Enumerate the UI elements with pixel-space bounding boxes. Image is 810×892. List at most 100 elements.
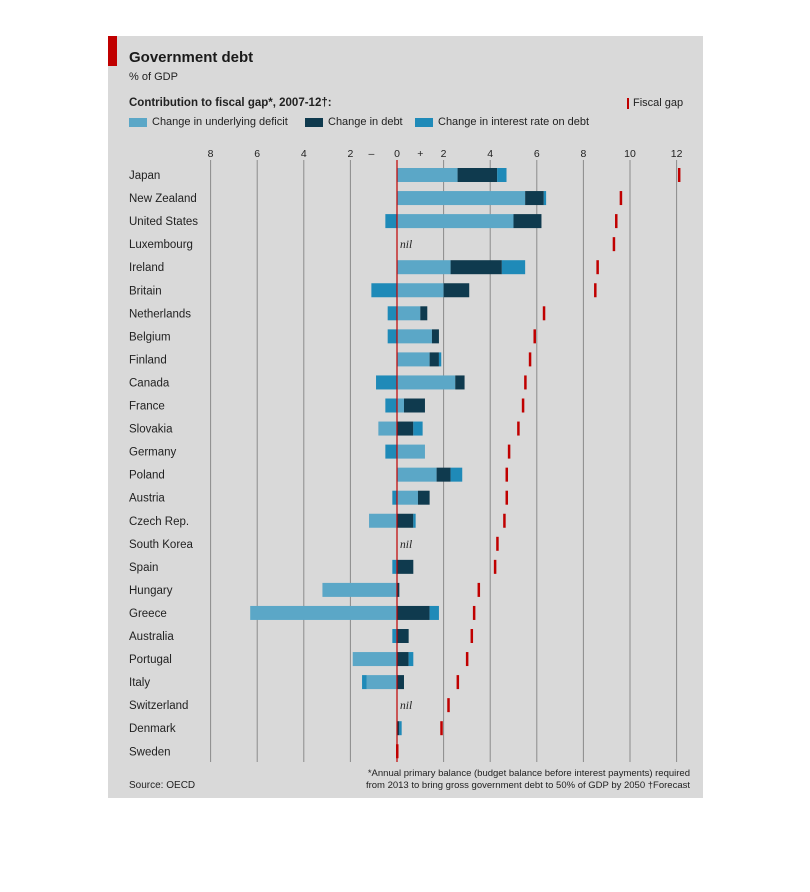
country-label-5: Britain xyxy=(129,285,162,297)
fiscal-gap-marker-5 xyxy=(594,283,597,298)
bar-interest-15 xyxy=(413,513,416,528)
country-label-6: Netherlands xyxy=(129,308,191,320)
footnote: *Annual primary balance (budget balance … xyxy=(366,768,690,792)
bar-interest-20 xyxy=(392,629,397,643)
bar-deficit-21 xyxy=(352,652,397,667)
x-tick-label-10: 8 xyxy=(580,148,586,160)
x-tick-label-3: 2 xyxy=(347,148,353,160)
chart-title: Government debt xyxy=(129,49,254,66)
fiscal-gap-marker-15 xyxy=(503,513,506,528)
fiscal-gap-marker-24 xyxy=(440,721,443,736)
country-label-19: Greece xyxy=(129,608,167,620)
legend-swatch-debt xyxy=(305,117,323,127)
country-label-23: Switzerland xyxy=(129,700,188,712)
fiscal-gap-marker-22 xyxy=(456,675,460,690)
fiscal-gap-marker-11 xyxy=(517,421,520,436)
bar-interest-1 xyxy=(543,191,547,206)
country-label-4: Ireland xyxy=(129,262,164,274)
legend-title: Contribution to fiscal gap*, 2007-12†: xyxy=(129,97,332,109)
fiscal-gap-marker-4 xyxy=(596,260,599,275)
bar-debt-18 xyxy=(397,582,400,597)
fiscal-gap-marker-17 xyxy=(493,559,497,574)
country-label-3: Luxembourg xyxy=(129,239,193,251)
x-tick-label-9: 6 xyxy=(534,148,540,160)
bar-debt-13 xyxy=(436,467,451,482)
bar-debt-19 xyxy=(397,605,430,620)
nil-label-23: nil xyxy=(400,700,412,712)
bar-interest-21 xyxy=(408,652,414,667)
bar-debt-22 xyxy=(397,675,404,690)
bar-debt-11 xyxy=(397,421,414,436)
bar-debt-1 xyxy=(525,191,544,206)
fiscal-gap-marker-20 xyxy=(470,629,474,643)
bar-deficit-13 xyxy=(397,467,437,482)
bar-deficit-1 xyxy=(397,191,526,206)
footnote-line-2: from 2013 to bring gross government debt… xyxy=(365,780,690,791)
country-label-8: Finland xyxy=(129,354,167,366)
legend-item-fiscal-gap: Fiscal gap xyxy=(627,97,683,109)
bar-interest-6 xyxy=(387,306,397,321)
country-label-21: Portugal xyxy=(129,654,172,666)
x-tick-label-11: 10 xyxy=(624,148,636,160)
bar-debt-15 xyxy=(397,513,414,528)
bar-deficit-11 xyxy=(378,421,397,436)
bar-interest-7 xyxy=(387,329,397,344)
legend-label-deficit: Change in underlying deficit xyxy=(152,116,288,128)
fiscal-gap-marker-14 xyxy=(505,490,509,505)
bar-interest-9 xyxy=(376,375,397,390)
country-label-25: Sweden xyxy=(129,746,171,758)
country-label-15: Czech Rep. xyxy=(129,516,189,528)
bar-debt-10 xyxy=(403,398,425,413)
fiscal-gap-marker-19 xyxy=(472,605,476,620)
bar-debt-21 xyxy=(397,652,409,667)
country-label-16: South Korea xyxy=(129,539,194,551)
bar-debt-7 xyxy=(431,329,439,344)
x-tick-label-8: 4 xyxy=(487,148,493,160)
legend-label-debt: Change in debt xyxy=(328,116,403,128)
bar-debt-5 xyxy=(443,283,470,298)
x-tick-label-4: – xyxy=(368,148,374,160)
fiscal-gap-legend-marker xyxy=(627,97,629,109)
country-label-0: Japan xyxy=(129,170,160,182)
country-label-14: Austria xyxy=(129,493,165,505)
bar-deficit-6 xyxy=(397,306,421,321)
bar-interest-19 xyxy=(429,605,439,620)
fiscal-gap-marker-0 xyxy=(677,168,681,182)
x-tick-label-6: + xyxy=(417,148,423,160)
fiscal-gap-marker-1 xyxy=(619,191,623,206)
bar-debt-4 xyxy=(450,260,502,275)
bar-debt-24 xyxy=(397,721,400,736)
bar-interest-2 xyxy=(385,214,397,229)
x-tick-label-1: 6 xyxy=(254,148,260,160)
footnote-line-1: *Annual primary balance (budget balance … xyxy=(367,768,690,779)
bar-debt-2 xyxy=(513,214,542,229)
country-label-11: Slovakia xyxy=(129,424,173,436)
bar-interest-24 xyxy=(399,721,402,736)
country-label-22: Italy xyxy=(129,677,150,689)
bar-deficit-10 xyxy=(397,398,404,413)
fiscal-gap-marker-21 xyxy=(465,652,469,667)
bar-interest-10 xyxy=(385,398,397,413)
chart-subtitle: % of GDP xyxy=(129,71,178,83)
fiscal-gap-marker-6 xyxy=(542,306,546,321)
country-label-17: Spain xyxy=(129,562,158,574)
x-tick-label-0: 8 xyxy=(208,148,214,160)
fiscal-gap-marker-10 xyxy=(521,398,525,413)
bar-deficit-14 xyxy=(397,490,418,505)
bar-deficit-22 xyxy=(366,675,397,690)
country-label-9: Canada xyxy=(129,377,170,389)
fiscal-gap-marker-12 xyxy=(507,444,511,459)
country-label-2: United States xyxy=(129,216,198,228)
bar-debt-8 xyxy=(429,352,439,367)
bar-deficit-18 xyxy=(322,582,397,597)
legend-label-fiscal-gap: Fiscal gap xyxy=(633,97,684,109)
country-label-18: Hungary xyxy=(129,585,173,597)
bar-debt-0 xyxy=(457,168,498,182)
country-label-20: Australia xyxy=(129,631,174,643)
fiscal-gap-marker-18 xyxy=(477,582,481,597)
country-label-13: Poland xyxy=(129,470,165,482)
legend-swatch-interest xyxy=(415,117,433,127)
country-label-1: New Zealand xyxy=(129,193,197,205)
bar-deficit-7 xyxy=(397,329,432,344)
